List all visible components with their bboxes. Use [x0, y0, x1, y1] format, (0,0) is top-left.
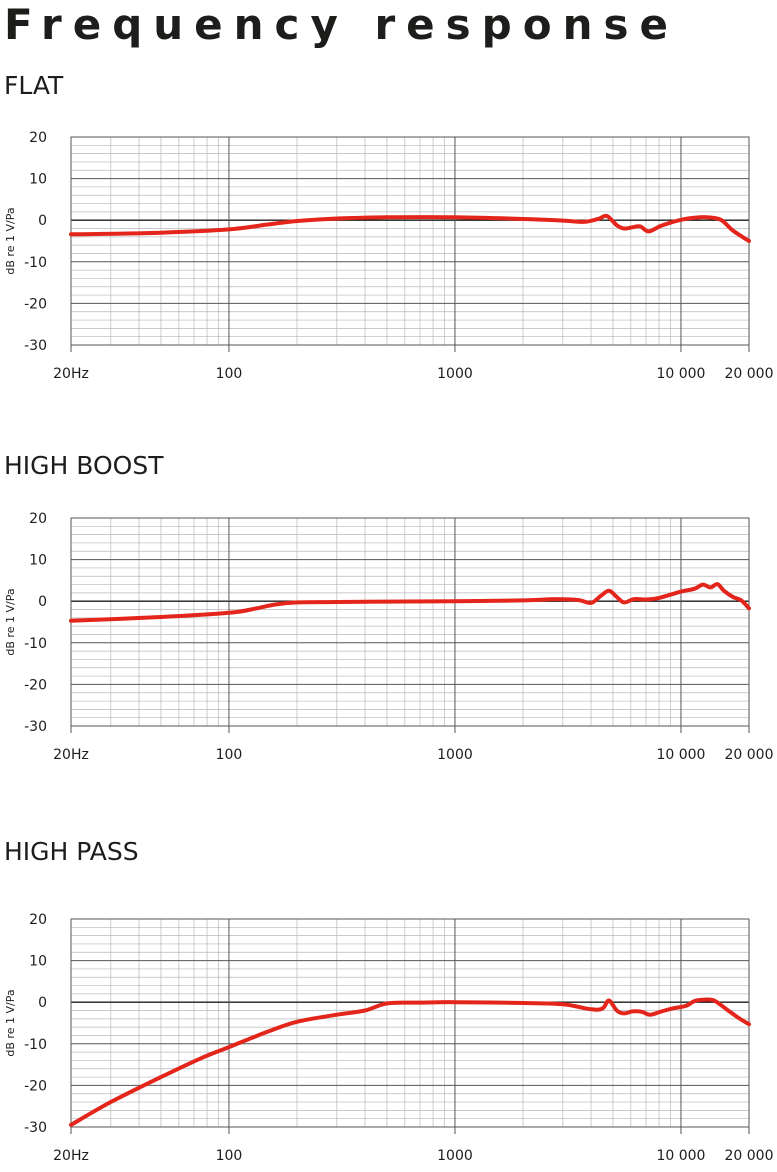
x-tick-label: 100 [216, 747, 243, 763]
y-tick-label: -30 [24, 719, 47, 735]
y-tick-label: 20 [29, 912, 47, 928]
chart-title-flat: FLAT [4, 71, 64, 100]
x-tick-label: 20 000 [725, 366, 774, 382]
frequency-response-curve [69, 213, 751, 243]
page-title: Frequency response [4, 0, 679, 49]
x-tick-label: 20Hz [53, 366, 89, 382]
x-tick-label: 1000 [437, 747, 473, 763]
y-tick-label: 20 [29, 511, 47, 527]
y-tick-label: -20 [24, 296, 47, 312]
x-tick-label: 10 000 [656, 366, 705, 382]
y-tick-label: 10 [29, 954, 47, 970]
x-tick-label: 20 000 [725, 747, 774, 763]
x-tick-label: 1000 [437, 1148, 473, 1164]
frequency-response-curve [69, 997, 751, 1127]
y-tick-label: -20 [24, 677, 47, 693]
y-tick-label: 10 [29, 553, 47, 569]
y-tick-label: -30 [24, 1120, 47, 1136]
x-tick-label: 100 [216, 366, 243, 382]
y-axis-label: dB re 1 V/Pa [4, 207, 17, 274]
x-tick-label: 1000 [437, 366, 473, 382]
y-tick-label: -20 [24, 1078, 47, 1094]
y-tick-label: 10 [29, 172, 47, 188]
x-tick-label: 10 000 [656, 747, 705, 763]
y-axis-label: dB re 1 V/Pa [4, 989, 17, 1056]
x-tick-label: 20Hz [53, 747, 89, 763]
y-tick-label: -30 [24, 338, 47, 354]
chart-title-high-boost: HIGH BOOST [4, 451, 164, 480]
plot-frame [70, 136, 750, 346]
y-tick-label: 0 [38, 995, 47, 1011]
frequency-response-curve [69, 582, 751, 623]
y-axis-label: dB re 1 V/Pa [4, 588, 17, 655]
y-tick-label: 0 [38, 594, 47, 610]
y-tick-label: 20 [29, 130, 47, 146]
x-tick-label: 20 000 [725, 1148, 774, 1164]
x-tick-label: 10 000 [656, 1148, 705, 1164]
y-tick-label: -10 [24, 1037, 47, 1053]
x-tick-label: 100 [216, 1148, 243, 1164]
chart-title-high-pass: HIGH PASS [4, 837, 139, 866]
plot-frame [70, 918, 750, 1128]
x-tick-label: 20Hz [53, 1148, 89, 1164]
y-tick-label: 0 [38, 213, 47, 229]
y-tick-label: -10 [24, 636, 47, 652]
plot-frame [70, 517, 750, 727]
y-tick-label: -10 [24, 255, 47, 271]
